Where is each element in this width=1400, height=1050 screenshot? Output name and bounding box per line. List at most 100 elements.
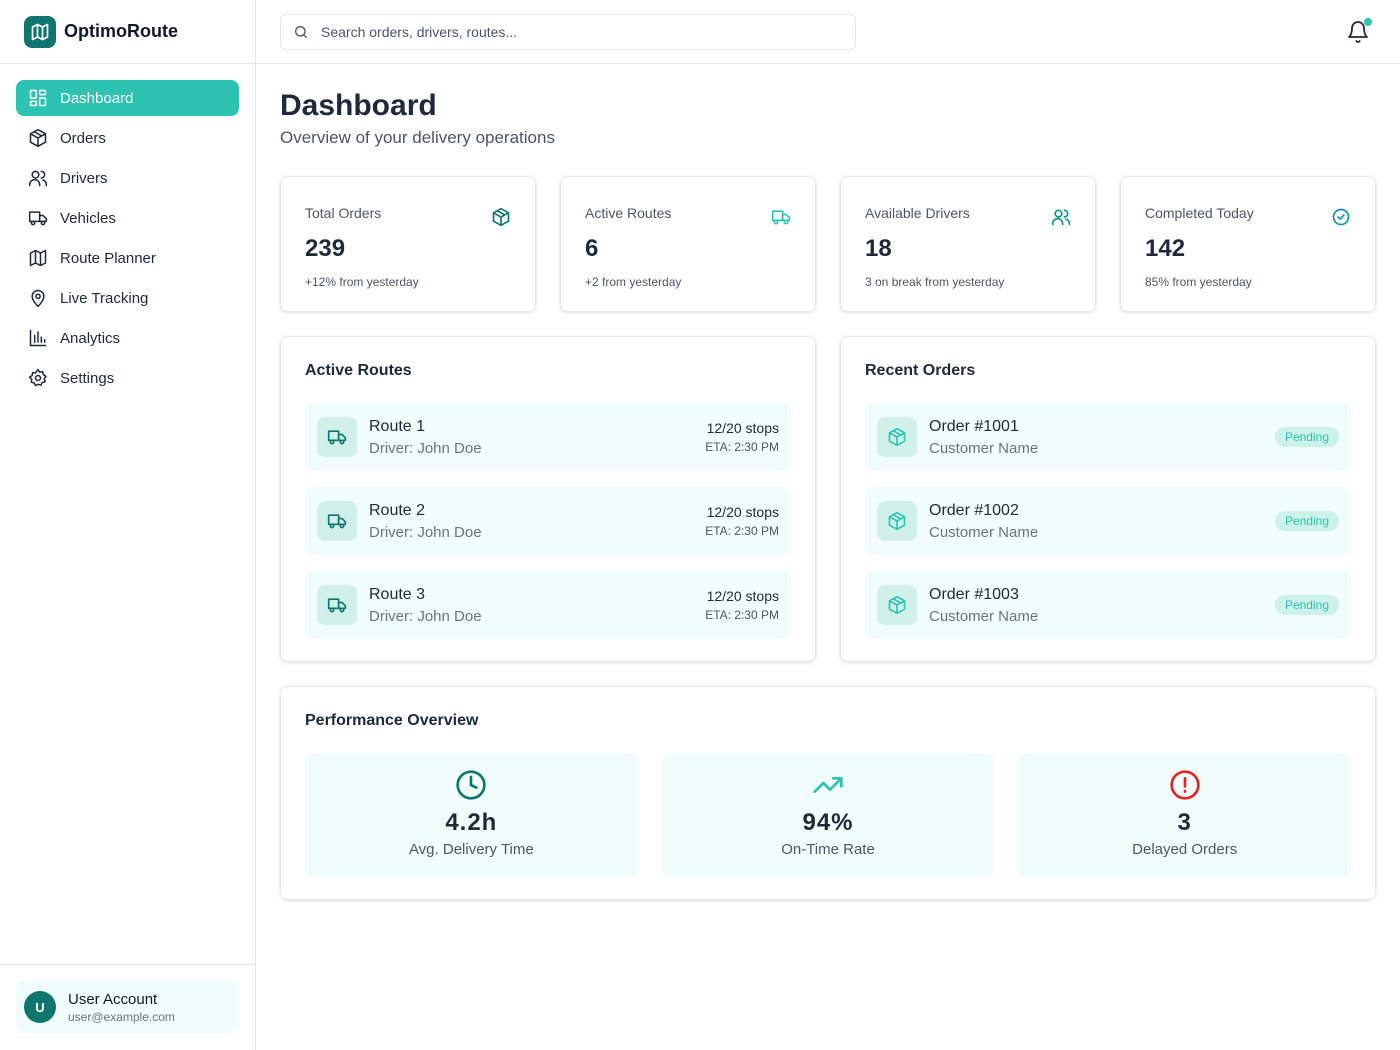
route-row[interactable]: Route 3 Driver: John Doe 12/20 stops ETA… bbox=[305, 571, 791, 639]
sidebar-item-live-tracking[interactable]: Live Tracking bbox=[16, 280, 239, 316]
route-info: Route 1 Driver: John Doe bbox=[369, 418, 705, 457]
stat-label: Completed Today bbox=[1145, 205, 1254, 221]
avatar: U bbox=[24, 991, 56, 1023]
route-list: Route 1 Driver: John Doe 12/20 stops ETA… bbox=[305, 403, 791, 639]
metric-on-time-rate: 94% On-Time Rate bbox=[661, 753, 995, 877]
order-info: Order #1001 Customer Name bbox=[929, 418, 1275, 457]
search-box[interactable] bbox=[280, 14, 856, 50]
order-number: Order #1001 bbox=[929, 417, 1019, 435]
status-badge: Pending bbox=[1274, 427, 1339, 447]
search-input[interactable] bbox=[321, 24, 821, 40]
route-stops: 12/20 stops bbox=[706, 588, 779, 604]
user-account-card[interactable]: U User Account user@example.com bbox=[16, 981, 239, 1033]
metric-value: 4.2h bbox=[445, 809, 498, 836]
truck-icon bbox=[317, 501, 357, 541]
check-circle-icon bbox=[1332, 208, 1350, 226]
stat-card-total-orders: Total Orders 239 +12% from yesterday bbox=[280, 176, 536, 312]
sidebar-item-label: Route Planner bbox=[60, 249, 156, 267]
stat-card-completed-today: Completed Today 142 85% from yesterday bbox=[1120, 176, 1376, 312]
order-customer: Customer Name bbox=[929, 523, 1039, 541]
order-row[interactable]: Order #1002 Customer Name Pending bbox=[865, 487, 1351, 555]
package-icon bbox=[877, 501, 917, 541]
route-driver: Driver: John Doe bbox=[369, 607, 482, 625]
alert-circle-icon bbox=[1170, 770, 1200, 800]
dashboard-icon bbox=[29, 89, 47, 107]
route-info: Route 2 Driver: John Doe bbox=[369, 502, 705, 541]
trending-up-icon bbox=[813, 777, 843, 793]
route-stops: 12/20 stops bbox=[706, 420, 779, 436]
package-icon bbox=[492, 207, 510, 227]
truck-icon bbox=[317, 585, 357, 625]
sidebar-item-label: Vehicles bbox=[60, 209, 116, 227]
route-eta: ETA: 2:30 PM bbox=[705, 608, 779, 622]
active-routes-panel: Active Routes Route 1 Driver: John Doe 1… bbox=[280, 336, 816, 662]
sidebar-item-label: Analytics bbox=[60, 329, 121, 347]
top-header bbox=[256, 0, 1400, 64]
truck-icon bbox=[317, 417, 357, 457]
map-icon bbox=[24, 15, 56, 48]
main-content: Dashboard Overview of your delivery oper… bbox=[280, 64, 1376, 900]
route-stops: 12/20 stops bbox=[706, 504, 779, 520]
gear-icon bbox=[28, 368, 47, 387]
performance-overview-panel: Performance Overview 4.2h Avg. Delivery … bbox=[280, 686, 1376, 900]
route-progress: 12/20 stops ETA: 2:30 PM bbox=[705, 588, 779, 622]
order-customer: Customer Name bbox=[929, 439, 1039, 457]
bell-icon[interactable] bbox=[1346, 20, 1370, 44]
route-row[interactable]: Route 1 Driver: John Doe 12/20 stops ETA… bbox=[305, 403, 791, 471]
route-driver: Driver: John Doe bbox=[369, 439, 482, 457]
stat-card-available-drivers: Available Drivers 18 3 on break from yes… bbox=[840, 176, 1096, 312]
map-icon bbox=[29, 249, 47, 267]
users-icon bbox=[28, 170, 48, 187]
order-row[interactable]: Order #1001 Customer Name Pending bbox=[865, 403, 1351, 471]
page-subtitle: Overview of your delivery operations bbox=[280, 128, 555, 147]
panel-title: Recent Orders bbox=[865, 362, 976, 379]
route-driver: Driver: John Doe bbox=[369, 523, 482, 541]
performance-metrics: 4.2h Avg. Delivery Time 94% On-Time Rate… bbox=[305, 753, 1352, 877]
metric-label: Delayed Orders bbox=[1132, 841, 1238, 858]
status-badge: Pending bbox=[1274, 511, 1339, 531]
package-icon bbox=[877, 585, 917, 625]
sidebar-item-label: Settings bbox=[60, 369, 115, 387]
stats-row: Total Orders 239 +12% from yesterday Act… bbox=[280, 176, 1376, 312]
stat-value: 142 bbox=[1145, 235, 1186, 262]
order-number: Order #1003 bbox=[929, 585, 1019, 603]
brand-name: OptimoRoute bbox=[64, 21, 178, 41]
sidebar-item-settings[interactable]: Settings bbox=[16, 360, 239, 396]
order-list: Order #1001 Customer Name Pending Order … bbox=[865, 403, 1351, 639]
order-info: Order #1002 Customer Name bbox=[929, 502, 1275, 541]
brand[interactable]: OptimoRoute bbox=[0, 0, 255, 64]
map-pin-icon bbox=[31, 289, 45, 308]
sidebar-item-dashboard[interactable]: Dashboard bbox=[16, 80, 239, 116]
sidebar-item-analytics[interactable]: Analytics bbox=[16, 320, 239, 356]
metric-label: Avg. Delivery Time bbox=[408, 841, 534, 858]
metric-value: 3 bbox=[1177, 809, 1192, 836]
metric-value: 94% bbox=[802, 809, 854, 836]
stat-value: 18 bbox=[865, 235, 892, 262]
metric-avg-delivery-time: 4.2h Avg. Delivery Time bbox=[305, 753, 638, 877]
metric-label: On-Time Rate bbox=[781, 841, 875, 858]
route-info: Route 3 Driver: John Doe bbox=[369, 586, 705, 625]
stat-label: Available Drivers bbox=[865, 205, 970, 221]
truck-icon bbox=[28, 211, 48, 226]
package-icon bbox=[29, 128, 47, 148]
route-eta: ETA: 2:30 PM bbox=[705, 440, 779, 454]
package-icon bbox=[877, 417, 917, 457]
route-name: Route 1 bbox=[369, 417, 426, 435]
route-progress: 12/20 stops ETA: 2:30 PM bbox=[705, 420, 779, 454]
sidebar-item-label: Orders bbox=[60, 129, 106, 147]
sidebar-item-label: Dashboard bbox=[60, 89, 134, 107]
route-row[interactable]: Route 2 Driver: John Doe 12/20 stops ETA… bbox=[305, 487, 791, 555]
route-eta: ETA: 2:30 PM bbox=[705, 524, 779, 538]
truck-icon bbox=[771, 210, 791, 225]
user-meta: User Account user@example.com bbox=[68, 991, 175, 1024]
order-number: Order #1002 bbox=[929, 501, 1019, 519]
status-badge: Pending bbox=[1274, 595, 1339, 615]
panel-title: Performance Overview bbox=[305, 712, 479, 729]
sidebar-item-orders[interactable]: Orders bbox=[16, 120, 239, 156]
sidebar-item-drivers[interactable]: Drivers bbox=[16, 160, 239, 196]
stat-label: Active Routes bbox=[585, 205, 672, 221]
order-row[interactable]: Order #1003 Customer Name Pending bbox=[865, 571, 1351, 639]
sidebar-item-vehicles[interactable]: Vehicles bbox=[16, 200, 239, 236]
stat-card-active-routes: Active Routes 6 +2 from yesterday bbox=[560, 176, 816, 312]
sidebar-item-route-planner[interactable]: Route Planner bbox=[16, 240, 239, 276]
